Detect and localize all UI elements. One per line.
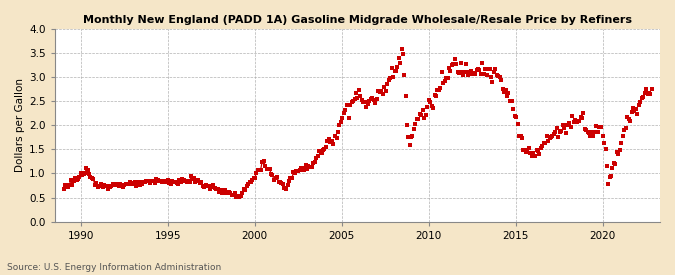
Text: Source: U.S. Energy Information Administration: Source: U.S. Energy Information Administ… [7, 263, 221, 272]
Title: Monthly New England (PADD 1A) Gasoline Midgrade Wholesale/Resale Price by Refine: Monthly New England (PADD 1A) Gasoline M… [83, 15, 632, 25]
Y-axis label: Dollars per Gallon: Dollars per Gallon [15, 78, 25, 172]
